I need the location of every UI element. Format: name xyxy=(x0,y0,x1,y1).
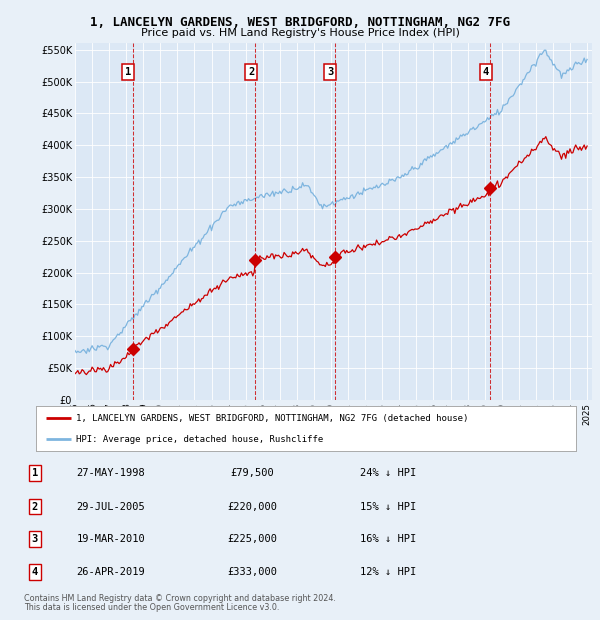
Text: 4: 4 xyxy=(483,67,489,77)
Text: 29-JUL-2005: 29-JUL-2005 xyxy=(77,502,145,512)
Text: 2: 2 xyxy=(248,67,254,77)
Text: 24% ↓ HPI: 24% ↓ HPI xyxy=(360,468,416,478)
Text: 15% ↓ HPI: 15% ↓ HPI xyxy=(360,502,416,512)
Text: 16% ↓ HPI: 16% ↓ HPI xyxy=(360,534,416,544)
Text: £225,000: £225,000 xyxy=(227,534,277,544)
Text: 3: 3 xyxy=(327,67,334,77)
Text: 3: 3 xyxy=(32,534,38,544)
Text: 27-MAY-1998: 27-MAY-1998 xyxy=(77,468,145,478)
Text: 1, LANCELYN GARDENS, WEST BRIDGFORD, NOTTINGHAM, NG2 7FG: 1, LANCELYN GARDENS, WEST BRIDGFORD, NOT… xyxy=(90,16,510,29)
Text: This data is licensed under the Open Government Licence v3.0.: This data is licensed under the Open Gov… xyxy=(24,603,280,612)
Text: 4: 4 xyxy=(32,567,38,577)
Text: 26-APR-2019: 26-APR-2019 xyxy=(77,567,145,577)
Text: £220,000: £220,000 xyxy=(227,502,277,512)
Text: 2: 2 xyxy=(32,502,38,512)
Text: Price paid vs. HM Land Registry's House Price Index (HPI): Price paid vs. HM Land Registry's House … xyxy=(140,28,460,38)
Text: £333,000: £333,000 xyxy=(227,567,277,577)
Text: 19-MAR-2010: 19-MAR-2010 xyxy=(77,534,145,544)
Text: 1: 1 xyxy=(32,468,38,478)
Text: 1: 1 xyxy=(125,67,131,77)
Text: 1, LANCELYN GARDENS, WEST BRIDGFORD, NOTTINGHAM, NG2 7FG (detached house): 1, LANCELYN GARDENS, WEST BRIDGFORD, NOT… xyxy=(77,414,469,423)
Text: HPI: Average price, detached house, Rushcliffe: HPI: Average price, detached house, Rush… xyxy=(77,435,324,444)
Text: £79,500: £79,500 xyxy=(230,468,274,478)
Text: Contains HM Land Registry data © Crown copyright and database right 2024.: Contains HM Land Registry data © Crown c… xyxy=(24,595,336,603)
Text: 12% ↓ HPI: 12% ↓ HPI xyxy=(360,567,416,577)
